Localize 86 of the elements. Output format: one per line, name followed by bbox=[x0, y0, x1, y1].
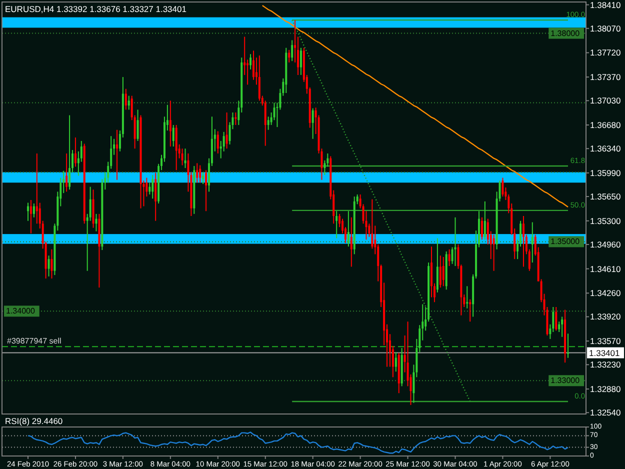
candlestick bbox=[68, 114, 71, 190]
candlestick bbox=[567, 333, 569, 358]
candlestick bbox=[442, 256, 444, 287]
ref-line-label: 1.33401 bbox=[589, 348, 620, 358]
y-tick-label: 1.34960 bbox=[590, 239, 621, 250]
ref-line-label: 1.33000 bbox=[550, 376, 580, 386]
candlestick bbox=[288, 49, 290, 63]
candlestick bbox=[128, 95, 130, 110]
candlestick bbox=[246, 59, 249, 86]
candlestick bbox=[258, 54, 260, 102]
y-tick-label: 1.37030 bbox=[590, 96, 621, 106]
candlestick bbox=[252, 50, 254, 80]
y-tick-label: 1.34610 bbox=[590, 264, 621, 274]
candlestick bbox=[32, 202, 35, 218]
ref-line-label: 1.38000 bbox=[550, 28, 580, 38]
candlestick bbox=[267, 116, 270, 130]
candlestick bbox=[74, 136, 76, 168]
candlestick bbox=[202, 172, 204, 185]
y-tick-label: 1.36680 bbox=[590, 120, 621, 130]
candlestick bbox=[154, 172, 157, 222]
candlestick bbox=[469, 298, 472, 322]
candlestick bbox=[312, 108, 314, 140]
y-tick-label: 1.33920 bbox=[590, 312, 621, 322]
candlestick bbox=[124, 88, 127, 110]
candlestick bbox=[350, 216, 352, 268]
candlestick bbox=[336, 210, 338, 239]
candlestick bbox=[454, 216, 456, 267]
chart-title: EURUSD,H4 1.33392 1.33676 1.33327 1.33401 bbox=[5, 4, 187, 14]
line-series bbox=[27, 432, 569, 454]
candlestick bbox=[347, 210, 350, 248]
candlestick bbox=[184, 148, 186, 169]
candlestick bbox=[436, 238, 438, 293]
candlestick bbox=[394, 352, 397, 372]
candlestick bbox=[522, 215, 524, 268]
candlestick bbox=[480, 216, 483, 240]
candlestick bbox=[50, 248, 53, 280]
candlestick bbox=[250, 54, 252, 70]
candlestick bbox=[116, 129, 118, 180]
y-tick-label: 1.38410 bbox=[590, 0, 621, 10]
candlestick bbox=[27, 202, 29, 222]
y-tick-label: 1.37720 bbox=[590, 48, 621, 58]
candlestick bbox=[226, 112, 228, 150]
candlestick bbox=[199, 164, 202, 184]
candlestick bbox=[466, 286, 468, 309]
candlestick bbox=[448, 248, 450, 267]
y-tick-label: 1.38070 bbox=[590, 23, 621, 34]
y-tick-label: 1.35650 bbox=[590, 192, 621, 202]
candlestick bbox=[95, 213, 98, 232]
y-tick-label: 1.36340 bbox=[590, 144, 621, 154]
candlestick bbox=[175, 124, 178, 171]
y-tick-label: 1.37370 bbox=[590, 72, 621, 82]
y-tick-label: 1.33570 bbox=[590, 336, 621, 346]
candlestick bbox=[216, 130, 219, 154]
candlestick bbox=[531, 222, 534, 264]
candlestick bbox=[152, 174, 154, 200]
candlestick bbox=[555, 306, 558, 332]
candlestick bbox=[430, 246, 433, 298]
candlestick bbox=[502, 177, 504, 198]
y-tick-label: 1.35990 bbox=[590, 168, 621, 178]
candlestick bbox=[561, 316, 564, 338]
candlestick bbox=[66, 152, 68, 192]
candlestick bbox=[196, 162, 198, 184]
candlestick bbox=[48, 255, 50, 277]
y-tick-label: 1.33230 bbox=[590, 360, 621, 370]
candlestick bbox=[169, 100, 172, 148]
chart-title: RSI(8) 29.4460 bbox=[5, 416, 63, 426]
candlestick bbox=[148, 182, 151, 195]
candlestick bbox=[136, 109, 139, 142]
ref-line-label: 1.35000 bbox=[550, 237, 580, 246]
ref-line-label: 1.34000 bbox=[6, 306, 36, 316]
candlestick bbox=[264, 100, 266, 146]
candlestick bbox=[30, 200, 32, 234]
candlestick bbox=[181, 148, 184, 166]
y-tick-label: 1.35300 bbox=[590, 216, 621, 226]
candlestick bbox=[484, 200, 486, 240]
candlestick bbox=[172, 124, 174, 148]
candlestick bbox=[439, 255, 442, 288]
y-tick-label: 1.32880 bbox=[590, 384, 621, 394]
y-tick-label: 1.32540 bbox=[590, 408, 621, 418]
candlestick bbox=[300, 47, 302, 76]
candlestick bbox=[291, 40, 294, 62]
candlestick bbox=[205, 170, 208, 212]
ref-line-label: #39877947 sell bbox=[7, 336, 62, 346]
candlestick bbox=[492, 234, 495, 272]
y-tick-label: 1.34260 bbox=[590, 288, 621, 298]
candlestick bbox=[36, 152, 38, 224]
